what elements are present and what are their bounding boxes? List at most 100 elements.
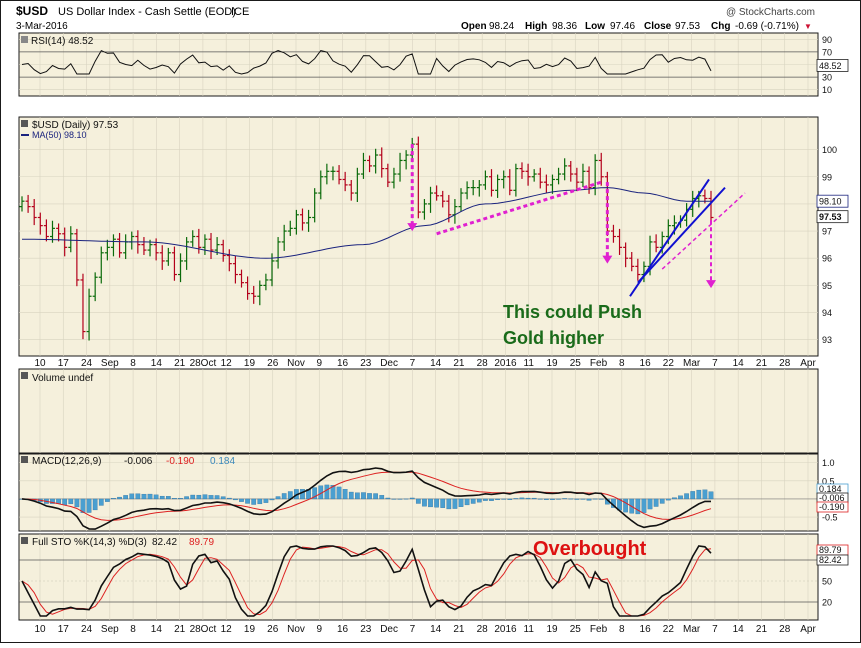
price-x-tick-label: Mar (683, 358, 701, 369)
macd-histogram-bar (690, 491, 696, 500)
chg-label: Chg (711, 21, 730, 32)
price-x-tick-label: 22 (663, 358, 675, 369)
bottom-x-tick-label: 19 (546, 624, 558, 635)
macd-line (21, 467, 711, 530)
macd-histogram-bar (233, 498, 238, 501)
annotation-text: This could Push (503, 302, 642, 322)
macd-histogram-bar (226, 497, 232, 500)
macd-histogram-bar (172, 498, 177, 500)
price-x-tick-label: Apr (800, 358, 816, 369)
macd-histogram-bar (653, 498, 659, 507)
sto-d-value: 89.79 (189, 537, 214, 548)
macd-histogram-bar (245, 498, 250, 504)
macd-value-tag-text: 0.184 (819, 484, 842, 494)
macd-histogram-bar (367, 493, 372, 500)
macd-histogram-bar (550, 498, 555, 500)
macd-histogram-bar (275, 496, 281, 500)
macd-histogram-bar (434, 498, 439, 508)
macd-histogram-bar (281, 493, 287, 500)
bottom-x-tick-label: 9 (316, 624, 322, 635)
macd-histogram-value: 0.184 (210, 456, 235, 467)
price-x-tick-label: 2016 (494, 358, 517, 369)
macd-histogram-bar (50, 498, 55, 504)
macd-histogram-bar (598, 498, 604, 500)
price-x-tick-label: 14 (151, 358, 163, 369)
macd-histogram-bar (458, 498, 464, 507)
macd-histogram-bar (574, 498, 580, 500)
macd-histogram-bar (409, 497, 415, 500)
macd-histogram-bar (123, 495, 129, 500)
bottom-x-tick-label: 26 (267, 624, 279, 635)
macd-histogram-bar (580, 498, 586, 500)
annotation-support-line (661, 192, 746, 270)
sto-value-tag (816, 554, 849, 566)
macd-histogram-bar (111, 498, 116, 500)
price-x-tick-label: Nov (287, 358, 305, 369)
bottom-x-tick-label: 11 (524, 624, 535, 635)
bottom-x-tick-label: 10 (34, 624, 46, 635)
volume-panel (18, 368, 819, 454)
bottom-x-tick-label: Apr (800, 624, 816, 635)
macd-histogram-bar (251, 498, 257, 505)
macd-histogram-bar (105, 498, 110, 502)
bottom-x-tick-label: 23 (360, 624, 372, 635)
bottom-x-tick-label: 22 (663, 624, 675, 635)
macd-histogram-bar (586, 498, 592, 501)
price-legend: $USD (Daily) 97.53 (32, 120, 119, 131)
rsi-y-tick-label: 10 (822, 85, 832, 95)
bottom-x-tick-label: 21 (756, 624, 768, 635)
macd-histogram-bar (501, 498, 507, 500)
macd-histogram-bar (415, 498, 421, 504)
close-label: Close (644, 21, 672, 32)
bottom-x-tick-label: 14 (151, 624, 163, 635)
volume-legend-swatch (21, 372, 28, 379)
bottom-x-tick-label: Mar (683, 624, 701, 635)
annotation-trend-line (436, 180, 602, 236)
macd-signal-value: -0.190 (166, 456, 195, 467)
high-value: 98.36 (552, 21, 577, 32)
macd-value-tag-text: -0.190 (819, 502, 845, 512)
rsi-value-tag (816, 59, 849, 72)
price-x-tick-label: 17 (58, 358, 70, 369)
macd-histogram-bar (165, 496, 171, 500)
bottom-x-tick-label: 12 (221, 624, 233, 635)
macd-histogram-bar (544, 498, 549, 500)
macd-histogram-bar (592, 498, 598, 500)
bottom-x-tick-label: 17 (58, 624, 70, 635)
macd-histogram-bar (178, 498, 183, 500)
symbol: $USD (16, 4, 48, 18)
macd-title: MACD(12,26,9) (32, 456, 101, 467)
sto-value-tag-text: 89.79 (819, 545, 842, 555)
ma-value-tag (816, 194, 849, 208)
annotation-text: Gold higher (503, 328, 604, 348)
macd-histogram-bar (153, 494, 159, 500)
macd-histogram-bar (239, 498, 244, 502)
bottom-x-tick-label: 14 (430, 624, 442, 635)
macd-histogram-bar (373, 493, 378, 500)
sto-legend-swatch (21, 537, 28, 544)
macd-histogram-bar (336, 486, 342, 500)
rsi-legend-swatch (21, 36, 28, 43)
rsi-y-tick-label: 90 (822, 35, 832, 45)
macd-histogram-bar (464, 498, 470, 506)
price-x-tick-label: 28Oct (190, 358, 217, 369)
annotation-text: Overbought (533, 538, 647, 560)
price-x-tick-label: 19 (244, 358, 256, 369)
exchange: ICE (231, 6, 249, 18)
macd-histogram-bar (74, 498, 80, 508)
wedge-upper-line (637, 186, 726, 284)
price-x-tick-label: 21 (174, 358, 186, 369)
macd-y-tick-label: 1.0 (822, 458, 835, 468)
bottom-x-tick-label: 16 (640, 624, 652, 635)
bottom-x-tick-label: 28Oct (190, 624, 217, 635)
macd-y-tick-label: 0.5 (822, 476, 835, 486)
price-x-tick-label: 11 (524, 358, 535, 369)
bottom-x-tick-label: 14 (733, 624, 745, 635)
macd-value-tag-text: -0.006 (819, 493, 845, 503)
macd-histogram-bar (147, 493, 153, 500)
macd-histogram-bar (476, 498, 482, 503)
chg-down-icon: ▼ (804, 22, 812, 31)
price-x-tick-label: 7 (712, 358, 718, 369)
bottom-x-tick-label: 21 (174, 624, 186, 635)
